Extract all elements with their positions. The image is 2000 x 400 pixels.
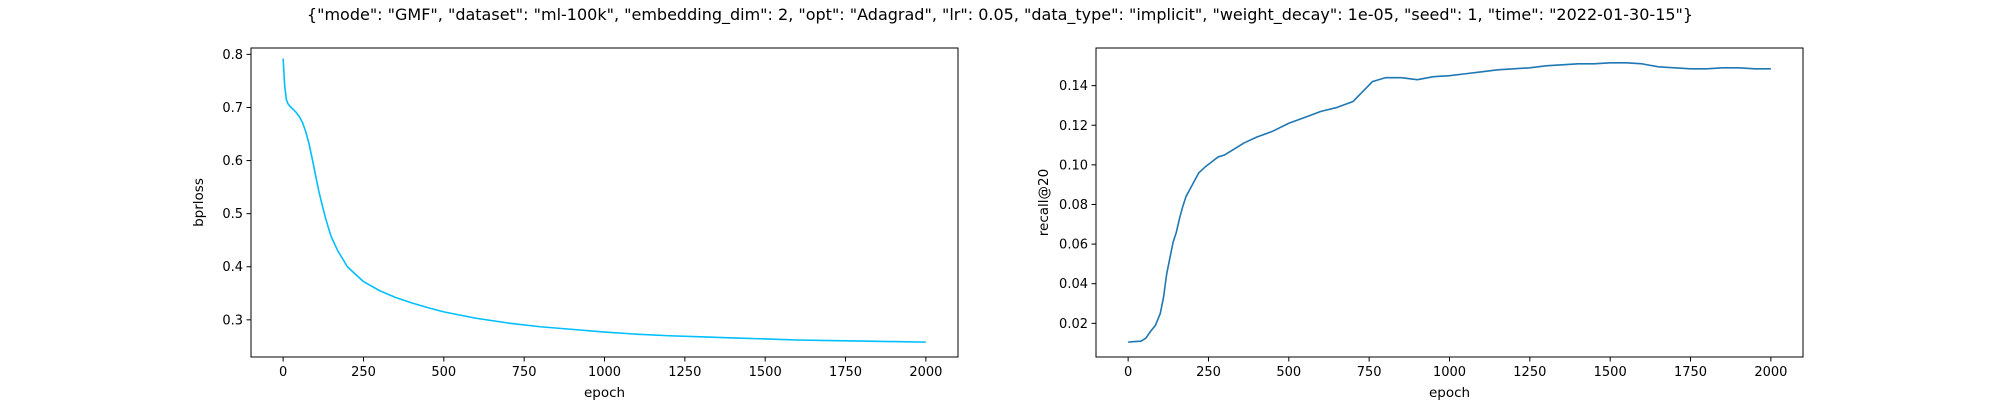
bprloss-x-tick-label: 1250: [668, 365, 701, 380]
recall-x-tick-label: 500: [1276, 365, 1301, 380]
bprloss-y-tick-label: 0.7: [222, 101, 243, 116]
recall-y-tick-label: 0.04: [1059, 277, 1088, 292]
bprloss-axes-frame: [250, 47, 959, 358]
recall-x-tick-label: 2000: [1754, 365, 1787, 380]
recall-x-tick-label: 1000: [1433, 365, 1466, 380]
recall-x-tick-label: 1750: [1674, 365, 1707, 380]
recall-x-axis-label: epoch: [1429, 385, 1470, 400]
bprloss-plot: 0 250 500 750 1000 1250 1500 1750 2000 0.3 0.4 0.5 0…: [191, 47, 959, 400]
bprloss-y-axis-label: bprloss: [191, 178, 207, 227]
bprloss-series-line: [282, 58, 926, 343]
bprloss-y-tick-label: 0.5: [222, 207, 243, 222]
recall-axes-frame: [1095, 47, 1804, 358]
recall-y-axis-label: recall@20: [1036, 169, 1052, 236]
bprloss-y-tick-label: 0.3: [222, 313, 243, 328]
recall-x-tick-label: 1500: [1594, 365, 1627, 380]
recall-x-tick-label: 0: [1124, 365, 1132, 380]
bprloss-x-axis-label: epoch: [584, 385, 625, 400]
recall-series-line: [1128, 62, 1771, 343]
recall-plot: 0 250 500 750 1000 1250 1500 1750 2000 0.02 0.04 0.…: [1036, 47, 1804, 400]
recall-y-tick-label: 0.12: [1059, 119, 1088, 134]
bprloss-x-tick-label: 0: [279, 365, 287, 380]
recall-y-tick-label: 0.14: [1059, 79, 1088, 94]
bprloss-x-tick-label: 1750: [829, 365, 862, 380]
figure-title: {"mode": "GMF", "dataset": "ml-100k", "e…: [307, 5, 1693, 25]
recall-y-tick-label: 0.02: [1059, 317, 1088, 332]
bprloss-x-tick-label: 1000: [588, 365, 621, 380]
bprloss-x-tick-label: 500: [431, 365, 456, 380]
recall-x-tick-label: 1250: [1513, 365, 1546, 380]
recall-y-tick-label: 0.10: [1059, 158, 1088, 173]
recall-y-tick-label: 0.06: [1059, 238, 1088, 253]
bprloss-y-tick-label: 0.8: [222, 48, 243, 63]
bprloss-y-tick-label: 0.4: [222, 260, 243, 275]
recall-y-tick-label: 0.08: [1059, 198, 1088, 213]
bprloss-x-tick-label: 750: [512, 365, 537, 380]
recall-x-tick-label: 750: [1357, 365, 1382, 380]
bprloss-x-tick-label: 2000: [909, 365, 942, 380]
bprloss-x-tick-label: 1500: [749, 365, 782, 380]
recall-x-tick-label: 250: [1196, 365, 1221, 380]
bprloss-x-tick-label: 250: [351, 365, 376, 380]
bprloss-y-tick-label: 0.6: [222, 154, 243, 169]
